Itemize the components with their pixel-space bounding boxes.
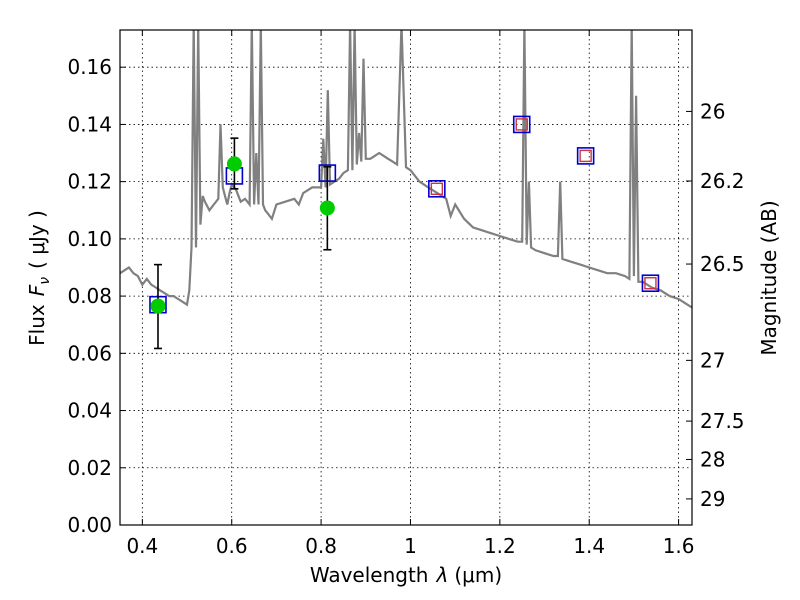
model-photometry-square <box>428 180 446 198</box>
magnitude-tick-label: 26.2 <box>700 169 745 193</box>
x-tick-label: 1 <box>404 534 417 558</box>
magnitude-tick-label: 27.5 <box>700 409 745 433</box>
grid-lines <box>120 30 692 526</box>
x-tick-label: 0.6 <box>216 534 248 558</box>
model-photometry-inner-square <box>515 118 528 131</box>
model-photometry-inner-square <box>579 149 592 163</box>
y-tick-label: 0.04 <box>67 399 112 423</box>
observed-photometry-point <box>319 200 335 216</box>
y-tick-label: 0.00 <box>67 513 112 537</box>
y-axis-ticks: 0.00 0.02 0.04 0.06 0.08 0.10 0.12 0.14 0.16 <box>67 55 126 537</box>
magnitude-tick-label: 29 <box>700 487 725 511</box>
magnitude-axis-label: Magnitude (AB) <box>757 200 781 355</box>
y-tick-label: 0.12 <box>67 170 112 194</box>
y-tick-label: 0.16 <box>67 55 112 79</box>
plot-frame <box>119 29 693 526</box>
x-tick-label: 0.8 <box>305 534 337 558</box>
y-tick-label: 0.06 <box>67 341 112 365</box>
y-tick-label: 0.10 <box>67 227 112 251</box>
observed-photometry-point <box>150 298 166 314</box>
model-photometry-square <box>512 115 531 134</box>
model-photometry-square <box>576 147 595 165</box>
x-axis-label: Wavelength λ (μm) <box>310 563 502 587</box>
y-tick-label: 0.08 <box>67 284 112 308</box>
magnitude-tick-label: 26 <box>700 99 725 123</box>
x-tick-label: 0.4 <box>126 534 158 558</box>
model-photometry-inner-square <box>430 182 444 196</box>
x-tick-label: 1.4 <box>573 534 605 558</box>
x-tick-label: 1.2 <box>484 534 516 558</box>
observed-photometry-point <box>226 156 242 172</box>
magnitude-tick-label: 26.5 <box>700 252 745 276</box>
x-axis-ticks: 0.4 0.6 0.8 1 1.2 1.4 1.6 <box>126 30 695 558</box>
data-marks <box>149 115 660 350</box>
magnitude-tick-label: 27 <box>700 348 725 372</box>
y-tick-label: 0.14 <box>67 112 112 136</box>
model-photometry-square <box>641 274 660 293</box>
y-axis-label: FluxFν( μJy ) <box>25 210 53 346</box>
model-photometry-inner-square <box>644 277 657 290</box>
y-tick-label: 0.02 <box>67 456 112 480</box>
model-spectrum-line <box>120 30 692 309</box>
magnitude-axis-ticks: 26 26.2 26.5 27 27.5 28 29 <box>686 99 745 511</box>
magnitude-tick-label: 28 <box>700 447 725 471</box>
x-tick-label: 1.6 <box>663 534 695 558</box>
